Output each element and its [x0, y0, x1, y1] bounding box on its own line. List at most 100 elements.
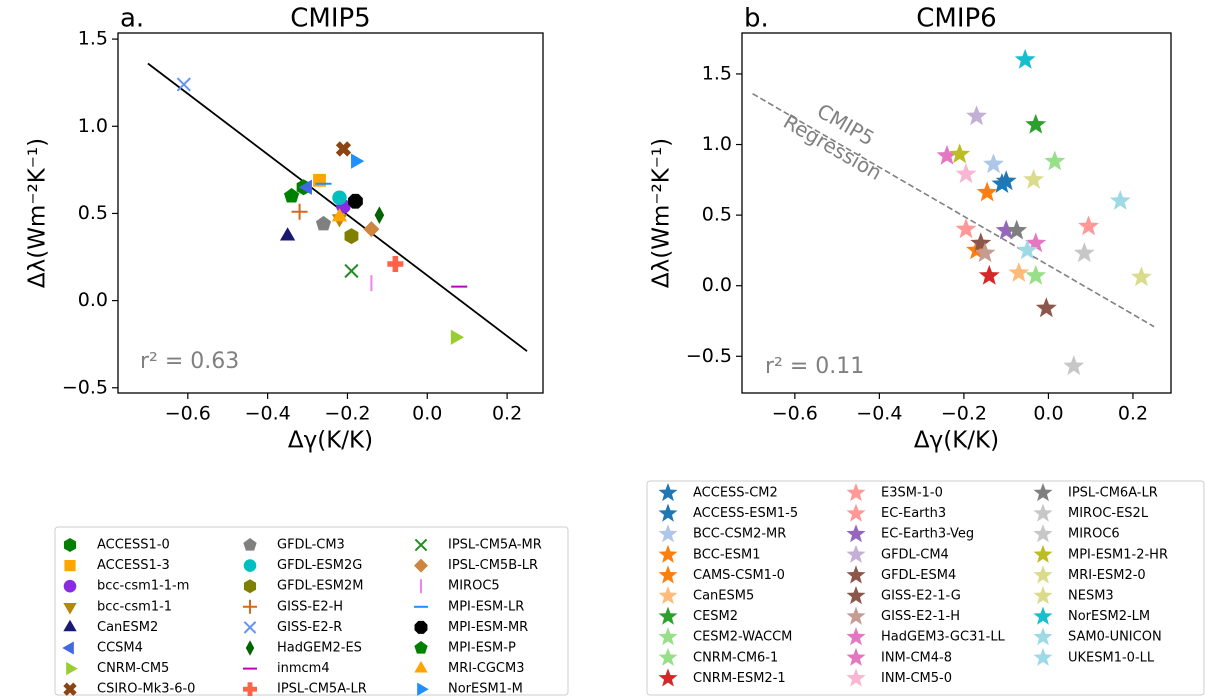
- x-tick-label: −0.6: [165, 403, 211, 425]
- legend-box: [646, 480, 1205, 696]
- y-tick-label: 0.0: [702, 274, 732, 296]
- legend-label: GISS-E2-R: [277, 620, 342, 635]
- x-tick-label: 0.2: [492, 403, 522, 425]
- legend-label: INM-CM5-0: [881, 671, 952, 686]
- point: [949, 143, 971, 164]
- point: [974, 242, 996, 263]
- y-tick-label: 1.0: [702, 133, 732, 155]
- legend-marker: [243, 579, 257, 594]
- point: [1006, 219, 1028, 240]
- legend-marker: [414, 558, 428, 573]
- legend-marker: [846, 524, 866, 543]
- legend-label: CESM2: [693, 609, 738, 624]
- legend-marker: [1033, 544, 1053, 563]
- point: [1063, 355, 1085, 376]
- legend-label: GFDL-ESM4: [881, 568, 956, 583]
- legend-marker: [658, 503, 678, 522]
- legend-label: EC-Earth3-Veg: [881, 527, 974, 542]
- legend-label: CNRM-CM6-1: [693, 650, 778, 665]
- legend-label: GFDL-ESM2M: [277, 579, 363, 594]
- legend-marker: [64, 560, 76, 572]
- legend-label: INM-CM4-8: [881, 650, 952, 665]
- legend-marker: [63, 602, 77, 615]
- legend-label: MPI-ESM-MR: [448, 620, 528, 635]
- point: [1109, 190, 1131, 210]
- point: [1044, 150, 1066, 171]
- legend-marker: [62, 641, 74, 655]
- legend-label: MIROC5: [448, 579, 500, 594]
- legend-box: [54, 526, 569, 696]
- legend-marker: [846, 503, 866, 522]
- y-tick-label: 0.0: [78, 289, 108, 311]
- legend-label: MRI-ESM2-0: [1068, 568, 1146, 583]
- legend-label: MPI-ESM-LR: [448, 599, 524, 614]
- legend-marker: [846, 565, 866, 584]
- point: [363, 221, 380, 238]
- point: [936, 144, 958, 165]
- point: [315, 215, 332, 231]
- legend-label: GFDL-ESM2G: [277, 558, 362, 573]
- legend-label: IPSL-CM5A-MR: [448, 538, 542, 553]
- point: [335, 141, 352, 157]
- legend-label: CNRM-ESM2-1: [693, 671, 786, 686]
- legend-marker: [1033, 627, 1053, 646]
- legend-label: NorESM2-LM: [1068, 609, 1150, 624]
- legend-label: inmcm4: [277, 661, 330, 676]
- legend-marker: [1033, 503, 1053, 522]
- point: [966, 105, 988, 126]
- regression-line: [752, 93, 1155, 328]
- y-axis-label: Δλ(Wm⁻²K⁻¹): [649, 138, 675, 288]
- x-tick-label: −0.4: [856, 403, 902, 425]
- legend-marker: [414, 620, 428, 634]
- point: [1078, 215, 1100, 236]
- panel: −0.6 −0.4 −0.2 0.0 0.2 −0.5 0.0 0.5 1.0 1.5 CMIP5R…: [646, 4, 1205, 696]
- point: [298, 179, 312, 195]
- legend-label: NESM3: [1068, 589, 1114, 604]
- point: [995, 170, 1017, 191]
- legend-marker: [658, 483, 678, 502]
- legend-marker: [243, 599, 257, 614]
- point: [970, 232, 992, 253]
- legend-label: GISS-E2-1-H: [881, 609, 960, 624]
- legend-label: NorESM1-M: [448, 682, 523, 696]
- legend-marker: [63, 619, 77, 632]
- y-tick-label: 1.5: [78, 28, 108, 50]
- legend-label: ACCESS1-0: [97, 538, 170, 553]
- legend-label: MRI-CGCM3: [448, 661, 525, 676]
- legend-label: GISS-E2-1-G: [881, 589, 961, 604]
- legend-marker: [658, 668, 678, 687]
- legend-marker: [658, 565, 678, 584]
- x-tick-label: −0.2: [324, 403, 370, 425]
- legend-label: GFDL-CM3: [277, 538, 345, 553]
- point: [1008, 262, 1030, 282]
- panel-label: a.: [120, 4, 144, 34]
- legend-marker: [1033, 647, 1053, 666]
- legend-marker: [243, 682, 257, 696]
- legend-marker: [1033, 565, 1053, 584]
- point: [176, 77, 191, 92]
- legend-marker: [846, 647, 866, 666]
- point: [1025, 264, 1047, 285]
- legend-marker: [417, 682, 429, 696]
- point: [344, 228, 359, 245]
- legend-marker: [846, 627, 866, 646]
- legend-marker: [846, 544, 866, 563]
- legend-label: CAMS-CSM1-0: [693, 568, 785, 583]
- point: [976, 181, 998, 202]
- y-tick-label: −0.5: [62, 376, 108, 398]
- legend-marker: [414, 660, 428, 673]
- legend-marker: [846, 606, 866, 625]
- point: [331, 208, 348, 222]
- annotation: r² = 0.63: [140, 349, 239, 374]
- y-axis-label: Δλ(Wm⁻²K⁻¹): [25, 138, 51, 288]
- legend-marker: [63, 538, 77, 552]
- legend-marker: [414, 641, 428, 654]
- legend-label: CanESM5: [693, 589, 754, 604]
- x-tick-label: −0.2: [941, 403, 987, 425]
- legend-label: HadGEM2-ES: [277, 641, 362, 656]
- legend-label: IPSL-CM5A-LR: [277, 682, 367, 696]
- legend-marker: [846, 668, 866, 687]
- legend-marker: [846, 586, 866, 605]
